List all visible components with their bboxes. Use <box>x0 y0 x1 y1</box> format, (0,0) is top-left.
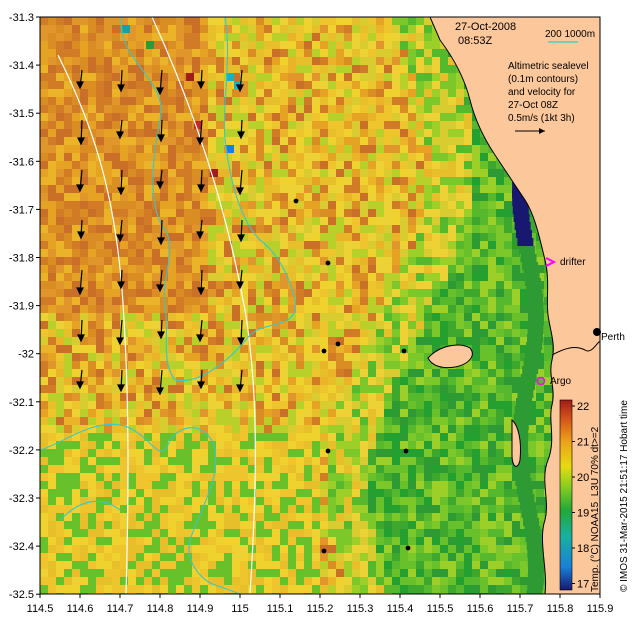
x-tick-label: 115.9 <box>587 603 614 615</box>
x-tick-label: 115 <box>231 603 249 615</box>
x-tick-label: 114.5 <box>27 603 54 615</box>
velocity-arrows <box>76 69 411 554</box>
x-tick-label: 115.1 <box>267 603 294 615</box>
colorbar-tick-label: 22 <box>577 401 589 413</box>
sealevel-contour <box>59 500 121 521</box>
y-tick-label: -31.9 <box>9 301 34 313</box>
x-tick-label: 115.6 <box>467 603 494 615</box>
colorbar-tick-label: 17 <box>577 579 589 591</box>
colorbar <box>559 399 573 591</box>
x-tick-label: 114.9 <box>187 603 214 615</box>
y-tick-label: -31.8 <box>9 253 34 265</box>
depth-contour-1000m <box>57 54 129 594</box>
plot-area <box>40 17 600 594</box>
y-tick-label: -32.2 <box>9 445 34 457</box>
colorbar-ticks: 22 21 20 19 18 17 <box>572 401 589 591</box>
x-tick-label: 114.8 <box>147 603 174 615</box>
x-tick-label: 115.5 <box>427 603 454 615</box>
depth-scale-label: 200 1000m <box>545 29 595 40</box>
y-tick-label: -32.1 <box>9 397 34 409</box>
rottnest-island <box>427 344 473 369</box>
y-tick-label: -31.4 <box>9 60 34 72</box>
city-dot-icon <box>593 328 601 336</box>
x-tick-label: 114.7 <box>107 603 134 615</box>
x-tick-label: 114.6 <box>67 603 94 615</box>
x-tick-label: 115.4 <box>387 603 414 615</box>
x-tick-label: 115.3 <box>347 603 374 615</box>
x-tick-label: 115.8 <box>547 603 574 615</box>
y-tick-label: -31.5 <box>9 108 34 120</box>
y-tick-label: -32.4 <box>9 541 34 553</box>
depth-contour-200m <box>151 17 256 594</box>
colorbar-title: Temp. (°C) NOAA15_L3U 70% dt>=2 <box>590 426 601 592</box>
y-tick-label: -31.6 <box>9 156 34 168</box>
y-tick-label: -32 <box>18 349 34 361</box>
info-legend: Altimetric sealevel (0.1m contours) and … <box>508 61 589 124</box>
land-mainland <box>429 17 600 594</box>
y-axis: -31.3 -31.4 -31.5 -31.6 -31.7 -31.8 -31.9 -32 -3… <box>9 12 40 601</box>
drifter-icon <box>545 257 557 267</box>
swan-river <box>551 341 600 356</box>
y-tick-label: -31.7 <box>9 204 34 216</box>
colorbar-tick-label: 21 <box>577 437 589 449</box>
x-tick-label: 115.7 <box>507 603 534 615</box>
drifter-label: drifter <box>560 257 586 268</box>
colorbar-tick-label: 20 <box>577 472 589 484</box>
colorbar-tick-label: 19 <box>577 508 589 520</box>
x-axis: 114.5 114.6 114.7 114.8 114.9 115 115.1 115.2 11… <box>27 594 614 615</box>
sealevel-contour <box>40 423 241 594</box>
argo-float-icon <box>536 376 546 386</box>
y-tick-label: -32.3 <box>9 493 34 505</box>
city-label: Perth <box>601 332 625 343</box>
sealevel-contour <box>120 17 296 382</box>
garden-island <box>511 418 521 467</box>
credit-label: © IMOS 31-Mar-2015 21:51:17 Hobart time <box>619 400 630 592</box>
time-label: 08:53Z <box>458 35 493 47</box>
y-tick-label: -31.3 <box>9 12 34 24</box>
colorbar-tick-label: 18 <box>577 543 589 555</box>
date-label: 27-Oct-2008 <box>455 21 516 33</box>
x-tick-label: 115.2 <box>307 603 334 615</box>
y-tick-label: -32.5 <box>9 589 34 601</box>
argo-label: Argo <box>550 376 572 387</box>
